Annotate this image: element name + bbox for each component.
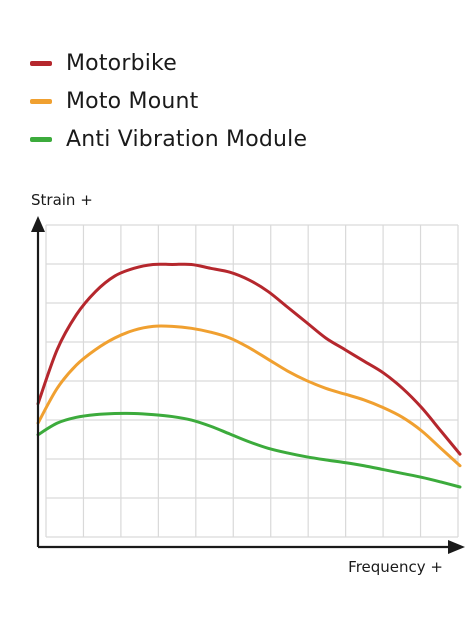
- legend-item-motorbike: Motorbike: [30, 44, 307, 82]
- legend-swatch-motorbike: [30, 60, 52, 66]
- chart-series: [36, 262, 462, 489]
- legend-item-moto-mount: Moto Mount: [30, 82, 307, 120]
- legend-swatch-moto-mount: [30, 98, 52, 104]
- legend-swatch-anti-vibration-module: [30, 136, 52, 142]
- x-axis-label: Frequency +: [348, 558, 443, 576]
- y-axis-label: Strain +: [31, 191, 93, 209]
- series-line-anti-vibration-module: [36, 411, 462, 489]
- x-axis-arrow: [448, 540, 465, 554]
- legend-item-anti-vibration-module: Anti Vibration Module: [30, 120, 307, 158]
- legend-label-moto-mount: Moto Mount: [66, 88, 199, 114]
- series-line-motorbike: [36, 262, 462, 456]
- legend-label-motorbike: Motorbike: [66, 50, 177, 76]
- legend: Motorbike Moto Mount Anti Vibration Modu…: [30, 44, 307, 158]
- y-axis-arrow: [31, 216, 45, 232]
- series-line-moto-mount: [36, 324, 462, 468]
- legend-label-anti-vibration-module: Anti Vibration Module: [66, 126, 308, 152]
- chart-axes: [31, 216, 465, 554]
